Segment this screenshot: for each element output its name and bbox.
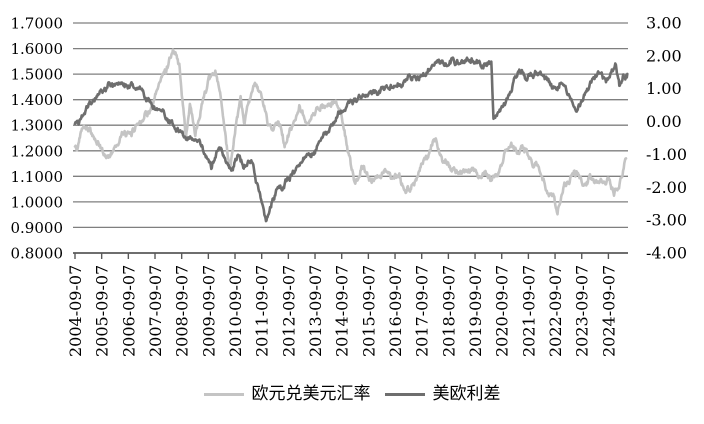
legend-item-spread: 美欧利差 (384, 384, 501, 404)
x-axis-label: 2005-09-07 (93, 265, 112, 357)
x-axis-label: 2019-09-07 (466, 265, 485, 357)
legend-item-eurusd: 欧元兑美元汇率 (203, 384, 371, 404)
x-axis-label: 2014-09-07 (333, 265, 352, 357)
chart-canvas: 2004-09-07 2005-09-07 2006-09-07 2007-09-07… (11, 14, 688, 358)
y-axis-label-left: 1.6000 (11, 40, 64, 58)
y-axis-label-left: 1.2000 (11, 142, 64, 160)
y-axis-label-right: -4.00 (646, 244, 687, 263)
y-axis-label-left: 0.8000 (11, 245, 64, 263)
x-axis-label: 2006-09-07 (119, 265, 138, 357)
legend-label-eurusd: 欧元兑美元汇率 (251, 384, 371, 404)
x-axis-label: 2022-09-07 (546, 265, 565, 357)
series-line-spread (73, 56, 629, 223)
y-axis-label-left: 1.3000 (11, 117, 64, 135)
x-axis-label: 2004-09-07 (66, 265, 85, 357)
x-axis-label: 2015-09-07 (359, 265, 378, 357)
x-axis-label: 2009-09-07 (199, 265, 218, 357)
x-axis-label: 2007-09-07 (146, 265, 165, 357)
x-axis-label: 2024-09-07 (599, 265, 618, 357)
y-axis-label-left: 1.1000 (11, 168, 64, 186)
y-axis-label-left: 1.0000 (11, 193, 64, 211)
x-axis-label: 2018-09-07 (439, 265, 458, 357)
y-axis-label-right: 2.00 (646, 46, 682, 65)
x-axis-label: 2011-09-07 (253, 265, 272, 357)
y-axis-label-right: -2.00 (646, 178, 687, 197)
y-axis-label-right: 3.00 (646, 14, 682, 33)
x-axis-label: 2020-09-07 (493, 265, 512, 357)
y-axis-label-right: 1.00 (646, 79, 682, 98)
y-axis-label-left: 1.4000 (11, 91, 64, 109)
x-axis-label: 2010-09-07 (226, 265, 245, 357)
series-line-eurusd (73, 48, 628, 216)
x-axis-label: 2017-09-07 (413, 265, 432, 357)
y-axis-label-right: -1.00 (646, 145, 687, 164)
x-axis-label: 2021-09-07 (519, 265, 538, 357)
y-axis-label-left: 1.5000 (11, 66, 64, 84)
legend-label-spread: 美欧利差 (432, 384, 501, 404)
y-axis-label-right: 0.00 (646, 112, 682, 131)
y-axis-label-right: -3.00 (646, 211, 687, 230)
legend-line-eurusd-icon (203, 393, 244, 396)
y-axis-label-left: 0.9000 (11, 219, 64, 237)
legend-line-spread-icon (384, 393, 425, 396)
x-axis-label: 2008-09-07 (173, 265, 192, 357)
legend: 欧元兑美元汇率 美欧利差 (0, 386, 704, 403)
x-axis-label: 2023-09-07 (573, 265, 592, 357)
y-axis-label-left: 1.7000 (11, 15, 64, 33)
x-axis-label: 2012-09-07 (279, 265, 298, 357)
x-axis-label: 2016-09-07 (386, 265, 405, 357)
x-axis-label: 2013-09-07 (306, 265, 325, 357)
